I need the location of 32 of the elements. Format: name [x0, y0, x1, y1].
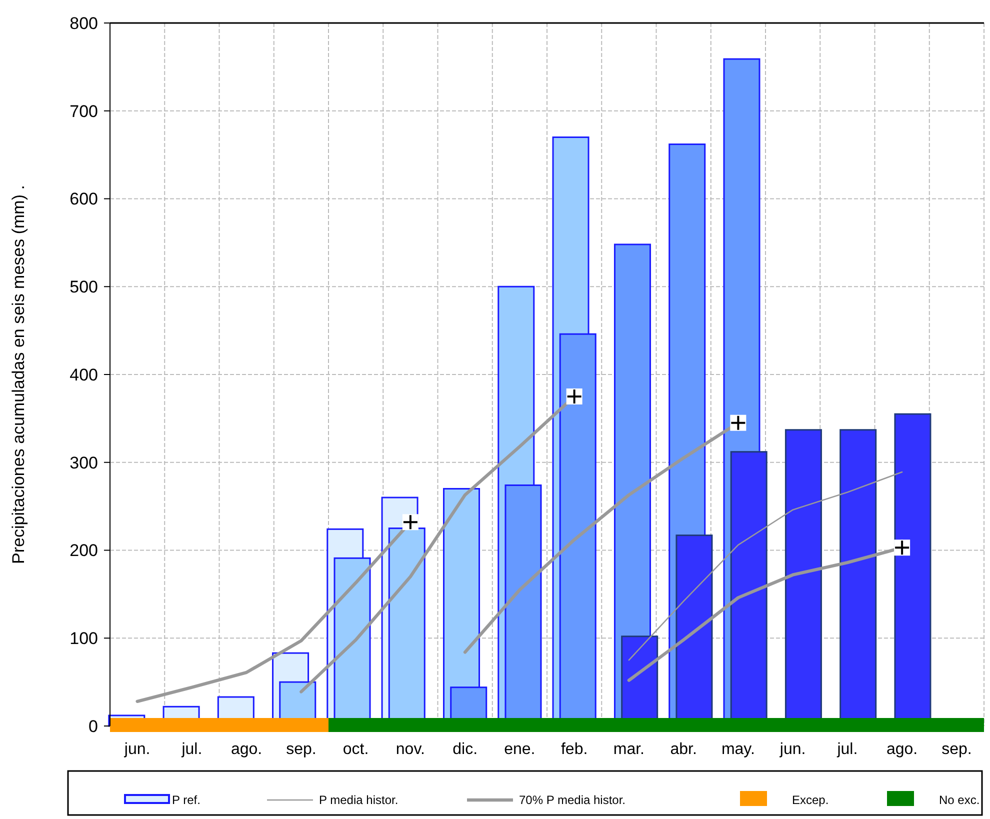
y-tick-label: 0 — [88, 716, 98, 736]
x-tick-label: oct. — [342, 741, 369, 758]
x-tick-label: sep. — [942, 741, 972, 758]
y-axis-title: Precipitaciones acumuladas en seis meses (mm) . — [9, 185, 28, 564]
x-tick-label: feb. — [560, 741, 588, 758]
y-tick-label: 700 — [70, 102, 98, 121]
y-tick-label: 100 — [70, 629, 98, 648]
x-tick-label: abr. — [670, 741, 697, 758]
y-tick-label: 800 — [70, 14, 98, 33]
x-tick-label: dic. — [452, 741, 478, 758]
legend-label: 70% P media histor. — [519, 793, 626, 807]
x-tick-label: jun. — [778, 741, 806, 758]
legend-label: P media histor. — [319, 793, 398, 807]
x-tick-label: sep. — [286, 741, 316, 758]
x-tick-label: may. — [721, 741, 755, 758]
text: No exc. — [939, 793, 980, 807]
y-tick-label: 600 — [70, 190, 98, 209]
x-tick-label: ago. — [230, 741, 262, 758]
y-tick-label: 500 — [70, 278, 98, 297]
x-tick-label: ene. — [504, 741, 536, 758]
x-tick-label: jun. — [123, 741, 150, 758]
x-tick-label: nov. — [396, 741, 425, 758]
legend-label: P ref. — [172, 793, 200, 807]
x-tick-label: jul. — [180, 741, 202, 758]
x-tick-label: ago. — [886, 741, 918, 758]
x-tick-label: jul. — [836, 741, 858, 758]
text: Excep. — [792, 793, 829, 807]
line-series — [628, 471, 903, 661]
y-tick-label: 300 — [70, 453, 98, 472]
y-tick-label: 200 — [70, 541, 98, 560]
y-tick-label: 400 — [70, 365, 98, 384]
x-tick-label: mar. — [613, 741, 644, 758]
